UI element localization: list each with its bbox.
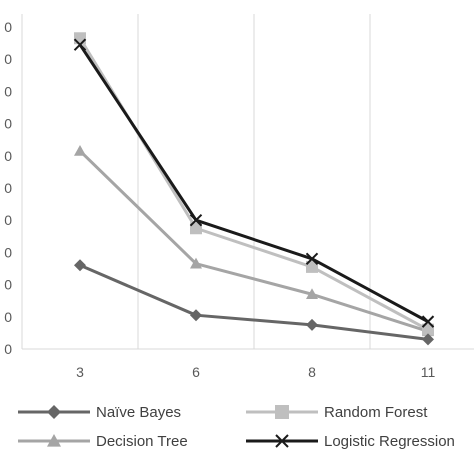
y-tick-label: 0: [4, 244, 12, 260]
x-tick-label: 6: [192, 364, 200, 380]
series-line: [78, 43, 429, 323]
legend: Naïve Bayes Random Forest Decision Tree Log…: [18, 404, 455, 450]
legend-label: Logistic Regression: [324, 433, 455, 450]
series-line: [78, 149, 429, 333]
grid: [21, 14, 474, 350]
y-tick-label: 0: [4, 148, 12, 164]
series-line: [79, 263, 429, 341]
data-point: [74, 32, 86, 45]
y-tick-label: 0: [4, 212, 12, 228]
y-tick-label: 0: [4, 309, 12, 325]
data-point: [190, 257, 202, 269]
x-tick-label: 8: [308, 364, 316, 380]
y-axis-tick-labels: 0 0 0 0 0 0 0 0 0 0 0: [4, 19, 12, 357]
y-tick-label: 0: [4, 83, 12, 99]
legend-label: Random Forest: [324, 404, 428, 421]
legend-label: Naïve Bayes: [96, 404, 181, 421]
data-point: [306, 318, 318, 331]
data-point: [422, 323, 434, 336]
data-point: [275, 434, 289, 448]
legend-item: Decision Tree: [18, 433, 188, 450]
x-axis-tick-labels: 3 6 8 11: [76, 364, 435, 380]
data-point: [189, 213, 203, 227]
y-tick-label: 0: [4, 116, 12, 132]
data-point: [306, 288, 318, 300]
x-tick-label: 11: [421, 364, 436, 380]
y-tick-label: 0: [4, 19, 12, 35]
data-point: [422, 333, 434, 346]
legend-item: Random Forest: [246, 404, 428, 421]
data-point: [74, 144, 86, 156]
data-point: [306, 260, 318, 273]
legend-item: Logistic Regression: [246, 433, 455, 450]
legend-item: Naïve Bayes: [18, 404, 181, 421]
x-tick-label: 3: [76, 364, 84, 380]
data-point: [47, 434, 61, 447]
series-logistic-regression: [73, 38, 435, 328]
data-point: [190, 309, 202, 322]
data-point: [275, 405, 289, 419]
data-point: [73, 38, 87, 51]
series-lines: [73, 32, 435, 346]
y-tick-label: 0: [4, 180, 12, 196]
legend-label: Decision Tree: [96, 433, 188, 450]
y-tick-label: 0: [4, 277, 12, 293]
data-point: [74, 259, 86, 272]
data-point: [47, 405, 61, 419]
data-point: [305, 252, 319, 266]
y-tick-label: 0: [4, 341, 12, 357]
series-na-ve-bayes: [74, 259, 434, 346]
data-point: [190, 222, 202, 235]
data-point: [421, 315, 435, 328]
y-tick-label: 0: [4, 51, 12, 67]
